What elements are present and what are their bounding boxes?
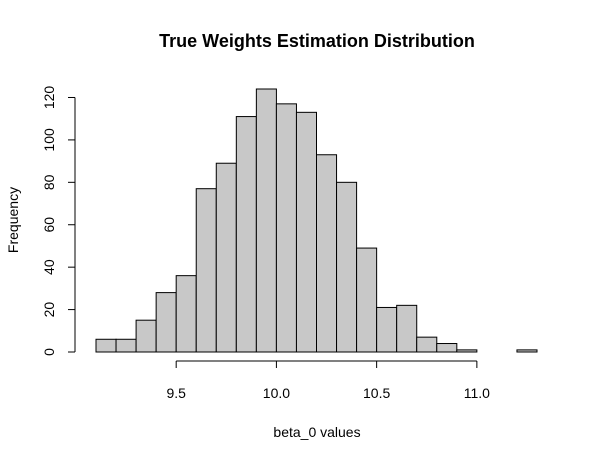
- histogram-bar: [276, 104, 296, 352]
- histogram-bar: [317, 155, 337, 352]
- x-tick-label: 10.0: [263, 385, 290, 401]
- y-tick-label: 120: [41, 86, 57, 110]
- histogram-bar: [176, 276, 196, 352]
- y-axis: 0 20 40 60 80 100 120: [41, 86, 75, 356]
- histogram-bar: [216, 163, 236, 352]
- y-axis-label: Frequency: [5, 187, 21, 253]
- y-tick-label: 40: [41, 259, 57, 275]
- chart-title: True Weights Estimation Distribution: [159, 31, 475, 51]
- histogram-bars: [96, 89, 537, 352]
- histogram-bar: [96, 339, 116, 352]
- x-tick-label: 10.5: [363, 385, 390, 401]
- x-axis: 9.5 10.0 10.5 11.0: [166, 361, 490, 401]
- histogram-bar: [457, 350, 477, 352]
- x-tick-label: 11.0: [464, 385, 490, 401]
- histogram-bar: [517, 350, 537, 352]
- histogram-bar: [156, 293, 176, 352]
- histogram-bar: [377, 307, 397, 352]
- y-tick-label: 20: [41, 302, 57, 318]
- histogram-bar: [337, 182, 357, 352]
- x-axis-label: beta_0 values: [273, 424, 360, 440]
- y-tick-label: 80: [41, 174, 57, 190]
- histogram-bar: [236, 117, 256, 352]
- histogram-bar: [437, 344, 457, 352]
- y-tick-label: 100: [41, 128, 57, 152]
- histogram-bar: [296, 112, 316, 352]
- y-tick-label: 60: [41, 217, 57, 233]
- histogram-bar: [357, 248, 377, 352]
- histogram-bar: [417, 337, 437, 352]
- histogram-bar: [136, 320, 156, 352]
- histogram-bar: [116, 339, 136, 352]
- histogram-bar: [196, 189, 216, 352]
- y-tick-label: 0: [41, 348, 57, 356]
- histogram-bar: [397, 305, 417, 352]
- x-tick-label: 9.5: [166, 385, 186, 401]
- histogram-bar: [256, 89, 276, 352]
